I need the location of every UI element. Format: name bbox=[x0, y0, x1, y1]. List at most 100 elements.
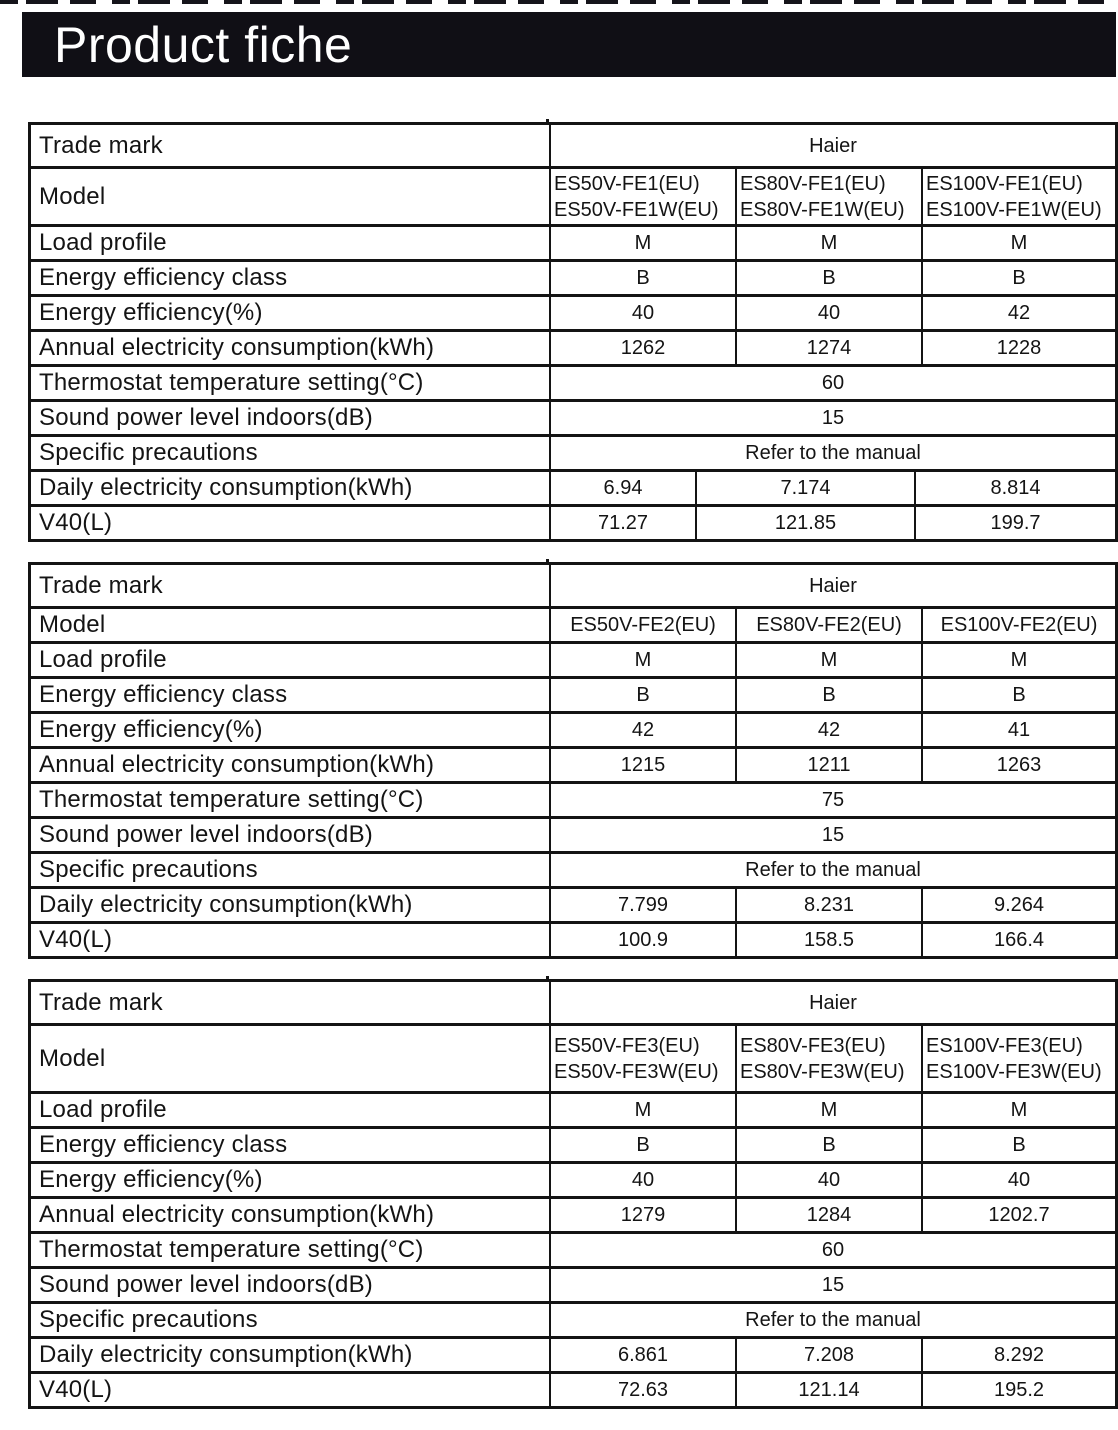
value-cell: 100.9 bbox=[549, 924, 735, 956]
row-label: Load profile bbox=[39, 1096, 167, 1123]
row-label: Sound power level indoors(dB) bbox=[39, 404, 373, 431]
row-label: Specific precautions bbox=[39, 856, 258, 883]
value-cell: 7.208 bbox=[735, 1339, 921, 1371]
value-cell: 158.5 bbox=[735, 924, 921, 956]
value-cell: B bbox=[549, 679, 735, 711]
value-cell: 75 bbox=[549, 784, 1115, 816]
value-cell: 1263 bbox=[921, 749, 1115, 781]
table-row: Load profile M M M bbox=[31, 641, 1115, 676]
row-label: Energy efficiency(%) bbox=[39, 716, 263, 743]
table-row: Daily electricity consumption(kWh) 6.861 7… bbox=[31, 1336, 1115, 1371]
row-label: Annual electricity consumption(kWh) bbox=[39, 1201, 435, 1228]
document-body: Trade mark Haier Model ES50V-FE1(EU) ES50V-… bbox=[28, 119, 1118, 1409]
value-cell: 1262 bbox=[549, 332, 735, 364]
row-label: Sound power level indoors(dB) bbox=[39, 1271, 373, 1298]
page-edge-artifact bbox=[0, 0, 1118, 4]
value-cell: M bbox=[921, 1094, 1115, 1126]
title-bar: Product fiche bbox=[22, 12, 1116, 77]
row-label: Thermostat temperature setting(°C) bbox=[39, 1236, 424, 1263]
table-row: Energy efficiency class B B B bbox=[31, 259, 1115, 294]
value-cell: B bbox=[549, 1129, 735, 1161]
value-cell: Refer to the manual bbox=[549, 854, 1115, 886]
table-row: Model ES50V-FE3(EU) ES50V-FE3W(EU) ES80V-F… bbox=[31, 1023, 1115, 1091]
page-title: Product fiche bbox=[54, 16, 353, 73]
table-row: V40(L) 100.9 158.5 166.4 bbox=[31, 921, 1115, 956]
row-label: Specific precautions bbox=[39, 439, 258, 466]
row-label: Thermostat temperature setting(°C) bbox=[39, 369, 424, 396]
value-cell: 40 bbox=[549, 1164, 735, 1196]
value-cell: ES50V-FE3(EU) ES50V-FE3W(EU) bbox=[549, 1026, 735, 1091]
table-row: Daily electricity consumption(kWh) 7.799 8… bbox=[31, 886, 1115, 921]
table-row: Sound power level indoors(dB) 15 bbox=[31, 1266, 1115, 1301]
value-cell: 60 bbox=[549, 1234, 1115, 1266]
value-cell: M bbox=[735, 644, 921, 676]
value-cell: 71.27 bbox=[549, 507, 695, 539]
row-label: Energy efficiency class bbox=[39, 681, 288, 708]
value-cell: 40 bbox=[921, 1164, 1115, 1196]
row-label: Model bbox=[39, 611, 106, 638]
value-cell: 1284 bbox=[735, 1199, 921, 1231]
value-cell: 40 bbox=[549, 297, 735, 329]
value-cell: 40 bbox=[735, 297, 921, 329]
row-label: Energy efficiency class bbox=[39, 1131, 288, 1158]
value-cell: M bbox=[921, 227, 1115, 259]
value-cell: 6.94 bbox=[549, 472, 695, 504]
value-cell: 9.264 bbox=[921, 889, 1115, 921]
value-cell: 42 bbox=[921, 297, 1115, 329]
row-label: V40(L) bbox=[39, 509, 113, 536]
value-cell: B bbox=[549, 262, 735, 294]
value-cell: 40 bbox=[735, 1164, 921, 1196]
value-cell: 1211 bbox=[735, 749, 921, 781]
value-cell: ES50V-FE1(EU) ES50V-FE1W(EU) bbox=[549, 169, 735, 224]
table-row: Thermostat temperature setting(°C) 75 bbox=[31, 781, 1115, 816]
row-label: Trade mark bbox=[39, 571, 163, 599]
value-cell: 41 bbox=[921, 714, 1115, 746]
row-label: V40(L) bbox=[39, 926, 113, 953]
value-cell: Refer to the manual bbox=[549, 437, 1115, 469]
row-label: Trade mark bbox=[39, 988, 163, 1016]
fiche-group-fe1: Trade mark Haier Model ES50V-FE1(EU) ES50V-… bbox=[28, 119, 1118, 542]
value-cell: 199.7 bbox=[914, 507, 1115, 539]
table-row: Annual electricity consumption(kWh) 1262 1… bbox=[31, 329, 1115, 364]
value-cell: 1228 bbox=[921, 332, 1115, 364]
table-row: Specific precautions Refer to the manual bbox=[31, 434, 1115, 469]
value-cell: ES80V-FE2(EU) bbox=[735, 609, 921, 641]
value-cell: B bbox=[921, 262, 1115, 294]
value-cell: M bbox=[549, 227, 735, 259]
value-cell: 42 bbox=[735, 714, 921, 746]
table-row: Trade mark Haier bbox=[31, 982, 1115, 1023]
table-row: Model ES50V-FE1(EU) ES50V-FE1W(EU) ES80V-F… bbox=[31, 166, 1115, 224]
table-row: Annual electricity consumption(kWh) 1215 1… bbox=[31, 746, 1115, 781]
row-label: Energy efficiency(%) bbox=[39, 299, 263, 326]
value-cell: 7.799 bbox=[549, 889, 735, 921]
value-cell: ES100V-FE1(EU) ES100V-FE1W(EU) bbox=[921, 169, 1115, 224]
row-label: Specific precautions bbox=[39, 1306, 258, 1333]
value-cell: Haier bbox=[549, 982, 1115, 1023]
table-row: Model ES50V-FE2(EU) ES80V-FE2(EU) ES100V-FE… bbox=[31, 606, 1115, 641]
value-cell: 8.231 bbox=[735, 889, 921, 921]
value-cell: ES50V-FE2(EU) bbox=[549, 609, 735, 641]
value-cell: B bbox=[735, 1129, 921, 1161]
value-cell: M bbox=[735, 227, 921, 259]
value-cell: 121.85 bbox=[695, 507, 914, 539]
table-row: Energy efficiency(%) 40 40 42 bbox=[31, 294, 1115, 329]
row-label: Thermostat temperature setting(°C) bbox=[39, 786, 424, 813]
fiche-group-fe3: Trade mark Haier Model ES50V-FE3(EU) ES50V-… bbox=[28, 976, 1118, 1409]
fiche-group-fe2: Trade mark Haier Model ES50V-FE2(EU) ES80V-F… bbox=[28, 559, 1118, 959]
value-cell: B bbox=[735, 679, 921, 711]
row-label: Annual electricity consumption(kWh) bbox=[39, 334, 435, 361]
row-label: V40(L) bbox=[39, 1376, 113, 1403]
value-cell: 7.174 bbox=[695, 472, 914, 504]
value-cell: Haier bbox=[549, 125, 1115, 166]
value-cell: 15 bbox=[549, 1269, 1115, 1301]
value-cell: 60 bbox=[549, 367, 1115, 399]
value-cell: 1202.7 bbox=[921, 1199, 1115, 1231]
value-cell: 121.14 bbox=[735, 1374, 921, 1406]
value-cell: B bbox=[921, 1129, 1115, 1161]
row-label: Daily electricity consumption(kWh) bbox=[39, 474, 413, 501]
value-cell: 1279 bbox=[549, 1199, 735, 1231]
value-cell: Haier bbox=[549, 565, 1115, 606]
table-row: Annual electricity consumption(kWh) 1279 1… bbox=[31, 1196, 1115, 1231]
value-cell: M bbox=[549, 1094, 735, 1126]
table-row: Energy efficiency(%) 40 40 40 bbox=[31, 1161, 1115, 1196]
